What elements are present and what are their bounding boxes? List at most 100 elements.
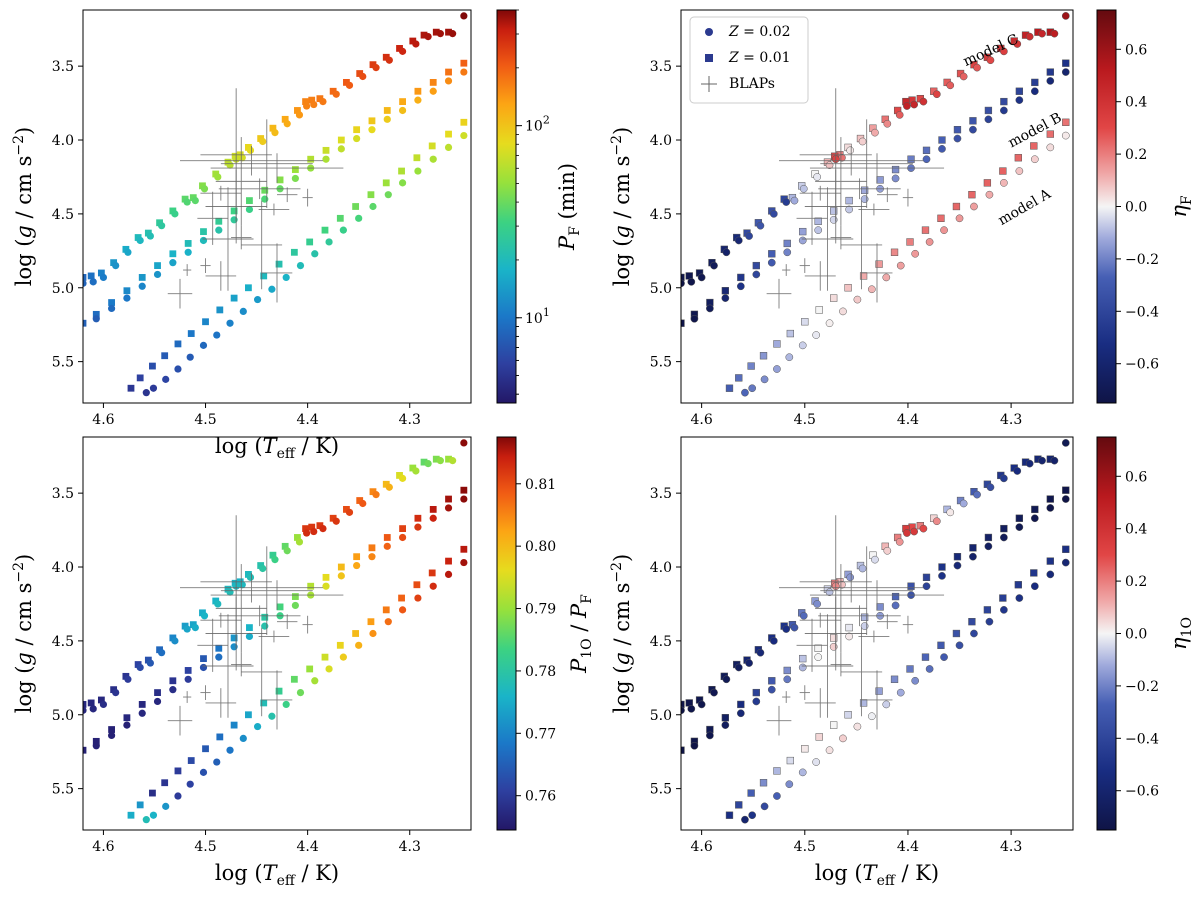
data-point-circle <box>790 196 799 205</box>
data-point-circle <box>169 686 177 694</box>
data-point-square <box>336 641 344 649</box>
blap-errorbar <box>801 614 854 718</box>
data-point-circle <box>213 331 221 339</box>
blap-errorbar <box>261 670 293 730</box>
data-point-square <box>844 284 852 292</box>
data-point-square <box>291 593 299 600</box>
data-point-circle <box>359 72 367 81</box>
data-point-square <box>968 618 976 626</box>
data-point-circle <box>1046 143 1055 152</box>
data-point-square <box>308 96 316 104</box>
data-point-circle <box>310 100 318 109</box>
data-point-circle <box>230 216 238 224</box>
data-point-square <box>161 779 169 787</box>
data-point-circle <box>911 676 920 685</box>
data-point-square <box>306 665 314 673</box>
data-point-square <box>735 801 743 809</box>
data-point-square <box>938 563 946 571</box>
data-point-square <box>1000 524 1008 533</box>
data-point-circle <box>424 459 432 468</box>
data-point-square <box>428 142 436 150</box>
model-annotation: model C <box>961 31 1021 69</box>
data-point-square <box>460 118 468 126</box>
data-point-circle <box>282 700 290 709</box>
data-point-circle <box>959 499 968 508</box>
data-point-square <box>83 319 87 327</box>
data-point-square <box>169 677 177 685</box>
data-point-circle <box>424 32 432 41</box>
blap-errorbar <box>197 191 228 245</box>
data-point-circle <box>368 126 376 134</box>
data-point-circle <box>322 155 330 163</box>
data-point-circle <box>734 663 743 672</box>
data-point-square <box>1015 514 1024 522</box>
data-point-square <box>952 202 961 211</box>
data-point-circle <box>296 261 305 270</box>
data-point-square <box>1014 581 1022 589</box>
data-point-circle <box>825 746 834 755</box>
data-point-square <box>396 472 403 479</box>
y-tick-label: 3.5 <box>52 486 74 502</box>
data-point-circle <box>398 606 407 614</box>
data-point-circle <box>337 145 345 153</box>
data-point-square <box>261 613 269 621</box>
data-point-square <box>815 306 823 314</box>
data-point-square <box>428 569 436 577</box>
data-point-circle <box>92 315 100 323</box>
data-point-square <box>382 179 390 187</box>
data-point-square <box>420 31 428 39</box>
blap-errorbar <box>180 572 323 603</box>
data-point-square <box>306 238 314 246</box>
data-point-circle <box>283 547 291 555</box>
data-point-circle <box>938 145 946 153</box>
data-point-square <box>269 551 277 559</box>
data-point-circle <box>271 129 279 137</box>
data-point-circle <box>986 56 995 65</box>
x-tick-label: 4.5 <box>194 839 216 855</box>
data-point-square <box>799 654 807 663</box>
data-point-circle <box>925 665 934 673</box>
data-point-square <box>1030 142 1038 150</box>
data-point-square <box>307 155 315 163</box>
data-point-circle <box>973 63 981 72</box>
data-point-square <box>773 340 781 348</box>
data-point-square <box>307 582 315 590</box>
data-point-square <box>138 701 146 708</box>
data-point-circle <box>124 675 132 683</box>
data-point-circle <box>254 295 262 304</box>
data-point-circle <box>910 100 918 109</box>
colorbar-tick-label: 0.77 <box>525 726 556 742</box>
data-point-circle <box>138 709 146 717</box>
data-point-square <box>1046 495 1054 503</box>
data-point-square <box>200 228 207 236</box>
data-point-circle <box>860 622 869 630</box>
data-point-circle <box>414 96 422 104</box>
data-point-circle <box>946 508 955 517</box>
data-point-square <box>246 197 253 204</box>
x-axis-label: log (Teff / K) <box>215 434 339 462</box>
data-point-circle <box>1000 474 1008 483</box>
data-point-square <box>725 811 734 819</box>
data-point-square <box>999 167 1007 175</box>
data-point-circle <box>773 365 781 373</box>
data-point-square <box>1031 78 1039 87</box>
data-point-circle <box>99 700 108 709</box>
x-tick-label: 4.5 <box>794 839 816 855</box>
data-point-circle <box>969 125 977 134</box>
data-point-circle <box>295 111 304 119</box>
blap-errorbar <box>840 200 883 290</box>
blap-errorbar <box>830 652 852 677</box>
data-point-circle <box>149 384 158 392</box>
data-point-square <box>269 124 277 132</box>
legend-box <box>689 16 809 104</box>
data-point-square <box>92 310 100 318</box>
data-point-square <box>429 78 437 86</box>
data-point-circle <box>429 87 437 95</box>
data-point-circle <box>153 270 162 279</box>
data-point-square <box>369 61 377 69</box>
blap-errorbar <box>779 572 924 603</box>
data-point-square <box>202 318 209 326</box>
data-point-square <box>814 644 822 652</box>
data-point-square <box>1062 486 1070 494</box>
data-point-circle <box>124 248 132 256</box>
